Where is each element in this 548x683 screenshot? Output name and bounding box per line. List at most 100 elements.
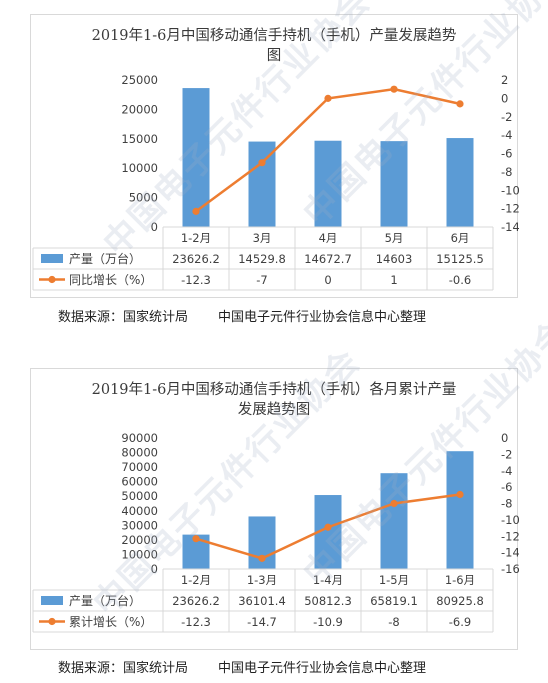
bar	[314, 140, 342, 227]
line-point	[258, 554, 266, 562]
x-category-label: 1-3月	[247, 573, 277, 587]
x-category-label: 5月	[385, 231, 404, 245]
x-category-label: 1-5月	[379, 573, 409, 587]
table-cell-bar-value: 65819.1	[370, 594, 418, 608]
legend-key-bar	[41, 596, 63, 605]
y-right-tick-label: -4	[501, 128, 512, 142]
y-right-tick-label: -6	[501, 480, 512, 494]
bar	[248, 141, 276, 227]
x-category-label: 4月	[319, 231, 338, 245]
data-source-2: 数据来源：国家统计局 中国电子元件行业协会信息中心整理	[58, 657, 426, 676]
x-category-label: 6月	[451, 231, 470, 245]
y-left-tick-label: 15000	[121, 132, 158, 146]
bar	[380, 141, 408, 227]
y-right-tick-label: -10	[501, 183, 519, 197]
legend-label-line: 累计增长（%）	[69, 615, 152, 629]
line-point	[390, 85, 398, 93]
y-left-tick-label: 10000	[121, 161, 158, 175]
table-cell-bar-value: 36101.4	[238, 594, 286, 608]
legend-key-line-marker	[48, 617, 56, 626]
line-point	[390, 499, 398, 508]
chart-svg-2: 0100002000030000400005000060000700008000…	[32, 431, 519, 633]
x-category-label: 1-2月	[181, 573, 211, 587]
bar	[380, 473, 408, 569]
legend-label-line: 同比增长（%）	[69, 273, 152, 287]
table-cell-line-value: -10.9	[313, 615, 343, 629]
y-left-tick-label: 20000	[121, 533, 158, 547]
y-left-tick-label: 50000	[121, 489, 158, 503]
legend-key-bar	[41, 254, 63, 263]
y-right-tick-label: -4	[501, 464, 512, 478]
table-cell-bar-value: 15125.5	[436, 252, 484, 266]
chart-title-1-line1: 2019年1-6月中国移动通信手持机（手机）产量发展趋势	[91, 28, 457, 44]
table-cell-line-value: -7	[256, 273, 267, 287]
source-org: 中国电子元件行业协会信息中心整理	[218, 310, 427, 325]
table-cell-line-value: 1	[390, 273, 397, 287]
y-left-tick-label: 0	[151, 220, 158, 234]
y-right-tick-label: -8	[501, 165, 512, 179]
table-cell-line-value: 0	[324, 273, 331, 287]
data-source-1: 数据来源：国家统计局 中国电子元件行业协会信息中心整理	[58, 306, 426, 325]
table-cell-line-value: -6.9	[449, 615, 471, 629]
chart-title-1-line2: 图	[266, 48, 282, 64]
line-point	[192, 207, 200, 215]
y-left-tick-label: 90000	[121, 431, 158, 445]
line-point	[456, 490, 464, 499]
table-cell-line-value: -14.7	[247, 615, 277, 629]
chart-title-2-line2: 发展趋势图	[237, 402, 311, 418]
y-left-tick-label: 30000	[121, 518, 158, 532]
table-cell-bar-value: 14529.8	[238, 252, 286, 266]
table-cell-line-value: -12.3	[181, 273, 211, 287]
table-cell-bar-value: 23626.2	[172, 594, 220, 608]
source-label: 数据来源：国家统计局	[58, 310, 189, 325]
source-org: 中国电子元件行业协会信息中心整理	[218, 661, 427, 676]
y-left-tick-label: 80000	[121, 446, 158, 460]
line-point	[258, 159, 266, 167]
x-category-label: 1-6月	[445, 573, 475, 587]
table-cell-line-value: -0.6	[449, 273, 471, 287]
y-right-tick-label: -2	[501, 110, 512, 124]
table-cell-bar-value: 80925.8	[436, 594, 484, 608]
y-right-tick-label: 2	[501, 73, 508, 87]
source-label: 数据来源：国家统计局	[58, 661, 189, 676]
y-left-tick-label: 60000	[121, 475, 158, 489]
chart-title-2-line1: 2019年1-6月中国移动通信手持机（手机）各月累计产量	[91, 382, 457, 398]
chart-svg-1: 0 5000 10000 15000 20000 25000 -14 -12 -10 -8 -6 -4…	[32, 73, 519, 291]
bar	[446, 451, 474, 569]
y-left-tick-label: 25000	[121, 73, 158, 87]
x-category-label: 3月	[253, 231, 272, 245]
y-left-tick-label: 70000	[121, 460, 158, 474]
y-left-tick-label: 10000	[121, 547, 158, 561]
table-cell-bar-value: 14672.7	[304, 252, 352, 266]
y-right-tick-label: -12	[501, 529, 519, 543]
y-left-tick-label: 0	[151, 562, 158, 576]
chart-panel-1: 2019年1-6月中国移动通信手持机（手机）产量发展趋势 图 0 5000 1000…	[30, 14, 519, 298]
y-left-tick-label: 5000	[129, 191, 158, 205]
line-point	[324, 523, 332, 531]
table-cell-line-value: -12.3	[181, 615, 211, 629]
y-left-tick-label: 40000	[121, 504, 158, 518]
y-right-tick-label: 0	[501, 91, 508, 105]
y-right-tick-label: -6	[501, 147, 512, 161]
y-right-tick-label: -2	[501, 447, 512, 461]
y-right-tick-label: 0	[501, 431, 508, 445]
legend-label-bar: 产量（万台）	[69, 593, 141, 608]
line-point	[192, 535, 200, 543]
y-right-tick-label: -14	[501, 546, 519, 560]
table-cell-bar-value: 14603	[376, 252, 413, 266]
y-right-tick-label: -8	[501, 497, 512, 511]
line-point	[324, 94, 332, 102]
y-right-tick-label: -10	[501, 513, 519, 527]
y-right-tick-label: -12	[501, 202, 519, 216]
x-category-label: 1-2月	[181, 231, 211, 245]
chart-panel-2: 2019年1-6月中国移动通信手持机（手机）各月累计产量 发展趋势图 0 1000…	[30, 368, 519, 650]
table-cell-bar-value: 50812.3	[304, 594, 352, 608]
table-cell-line-value: -8	[388, 615, 399, 629]
x-category-label: 1-4月	[313, 573, 343, 587]
line-point	[456, 100, 464, 108]
y-left-tick-label: 20000	[121, 102, 158, 116]
legend-label-bar: 产量（万台）	[69, 251, 141, 266]
bar	[446, 138, 474, 227]
legend-key-line-marker	[48, 275, 56, 284]
y-right-tick-label: -16	[501, 562, 519, 576]
